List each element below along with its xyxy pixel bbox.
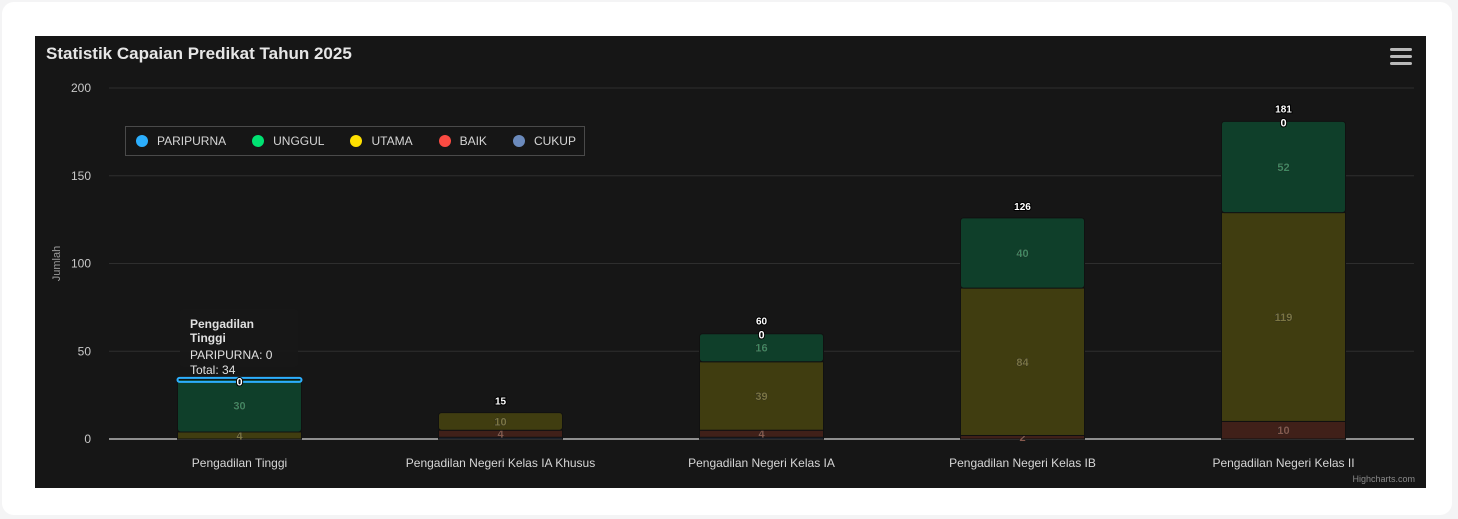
legend-item-unggul[interactable]: UNGGUL — [252, 134, 324, 148]
data-label: 2 — [1019, 432, 1025, 444]
y-tick-label: 100 — [71, 257, 91, 271]
data-label: 10 — [494, 416, 506, 428]
legend-symbol — [136, 135, 148, 147]
bar-segment — [438, 412, 563, 431]
legend-symbol — [252, 135, 265, 147]
y-tick-label: 150 — [71, 169, 91, 183]
bar-segment — [1221, 212, 1346, 422]
bar-segment — [177, 378, 302, 433]
stack-total-label: 126 — [1014, 202, 1031, 213]
x-tick-label: Pengadilan Negeri Kelas IA — [688, 456, 835, 470]
legend-label: CUKUP — [533, 134, 576, 148]
tooltip-title: Pengadilan Tinggi — [190, 317, 255, 345]
legend-item-paripurna[interactable]: PARIPURNA — [136, 134, 226, 148]
chart-title: Statistik Capaian Predikat Tahun 2025 — [46, 44, 352, 63]
x-tick-label: Pengadilan Negeri Kelas IB — [949, 456, 1096, 470]
stack-total-label: 60 — [756, 317, 768, 328]
bar-segment — [699, 361, 824, 431]
data-label: 0 — [236, 376, 242, 388]
chart-credits[interactable]: Highcharts.com — [1352, 474, 1415, 484]
y-tick-label: 200 — [71, 81, 91, 95]
x-tick-label: Pengadilan Negeri Kelas II — [1212, 456, 1354, 470]
data-label: 16 — [755, 343, 767, 355]
data-label: 4 — [236, 430, 243, 442]
data-label: 52 — [1277, 162, 1289, 174]
legend-label: UTAMA — [371, 134, 413, 148]
bar-segment — [699, 333, 824, 363]
legend-symbol — [350, 135, 363, 147]
legend-symbol — [438, 135, 451, 147]
chart-legend: PARIPURNA UNGGUL UTAMA BAIK CUKUP — [125, 126, 585, 156]
tooltip-line-paripurna: PARIPURNA: 0 — [190, 348, 273, 362]
legend-label: UNGGUL — [273, 134, 325, 148]
y-tick-label: 0 — [84, 432, 91, 446]
y-axis-title: Jumlah — [51, 246, 63, 281]
menu-icon — [1390, 48, 1412, 51]
legend-item-cukup[interactable]: CUKUP — [512, 134, 576, 148]
x-tick-label: Pengadilan Negeri Kelas IA Khusus — [406, 456, 595, 470]
data-label: 0 — [758, 330, 764, 342]
chart-panel: Statistik Capaian Predikat Tahun 2025 0 5… — [35, 36, 1426, 488]
data-label: 84 — [1016, 357, 1029, 369]
chart-menu-button[interactable] — [1390, 48, 1412, 68]
x-tick-label: Pengadilan Tinggi — [192, 456, 287, 470]
y-tick-label: 50 — [78, 344, 92, 358]
bar-segment — [1221, 120, 1346, 214]
legend-item-utama[interactable]: UTAMA — [350, 134, 413, 148]
data-label: 10 — [1277, 425, 1289, 437]
data-label: 4 — [497, 429, 504, 441]
legend-label: BAIK — [459, 134, 487, 148]
data-label: 40 — [1016, 248, 1028, 260]
data-label: 0 — [1280, 117, 1286, 129]
data-label: 30 — [233, 401, 245, 413]
stack-total-label: 15 — [495, 397, 507, 408]
legend-symbol — [512, 135, 525, 147]
tooltip-line-total: Total: 34 — [190, 363, 236, 377]
chart-tooltip: Pengadilan Tinggi PARIPURNA: 0 Total: 34 — [180, 309, 298, 377]
data-label: 119 — [1275, 312, 1293, 324]
data-label: 39 — [755, 391, 767, 403]
bar-segment — [960, 217, 1085, 289]
bar-hover-highlight — [176, 376, 303, 383]
legend-item-baik[interactable]: BAIK — [438, 134, 487, 148]
data-label: 4 — [758, 429, 765, 441]
legend-label: PARIPURNA — [157, 134, 227, 148]
stack-total-label: 181 — [1275, 104, 1292, 115]
